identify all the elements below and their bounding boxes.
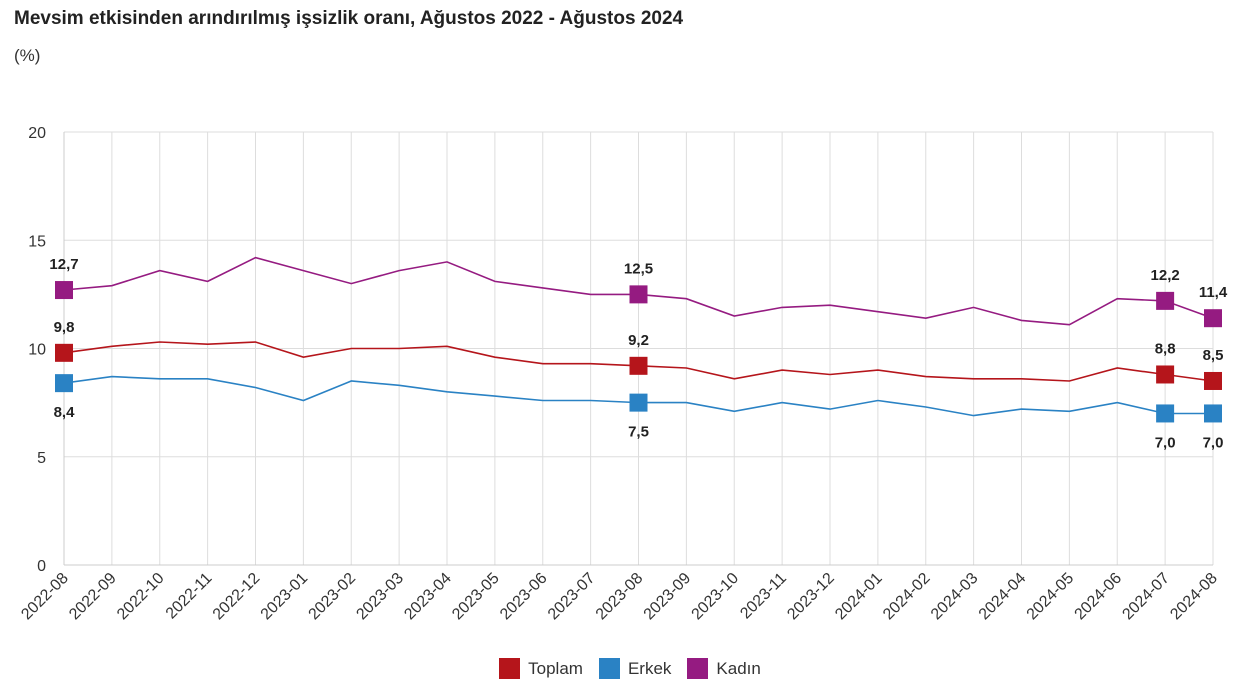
x-tick-label: 2023-05 <box>449 570 503 624</box>
point-marker <box>629 393 648 412</box>
point-marker <box>1204 371 1222 390</box>
x-tick-label: 2023-02 <box>306 570 360 624</box>
point-marker <box>1156 404 1175 423</box>
data-label: 12,5 <box>624 260 653 277</box>
y-axis: 0 5 10 15 20 <box>28 125 46 575</box>
point-marker <box>1204 404 1222 423</box>
legend-swatch <box>687 658 709 679</box>
data-label: 7,5 <box>628 424 649 441</box>
x-tick-label: 2022-10 <box>114 570 168 624</box>
data-labels: 9,8 9,2 8,8 8,5 8,4 7,5 7,0 7,0 12,7 12,5 12,2 11,4 <box>49 256 1227 451</box>
data-label: 9,8 <box>54 319 75 336</box>
x-tick-label: 2022-12 <box>210 570 264 624</box>
point-marker <box>1156 291 1175 310</box>
x-tick-label: 2024-07 <box>1119 570 1173 624</box>
legend-item-kadın[interactable]: Kadın <box>687 658 761 679</box>
y-tick-label: 0 <box>37 558 46 575</box>
data-label: 11,4 <box>1199 284 1228 301</box>
chart-subtitle: (%) <box>14 46 41 65</box>
x-tick-label: 2024-03 <box>928 570 982 624</box>
legend: Toplam Erkek Kadın <box>0 658 1260 679</box>
series-markers <box>55 281 1222 423</box>
point-marker <box>55 343 73 362</box>
legend-label: Erkek <box>627 658 672 678</box>
point-marker <box>629 356 648 375</box>
point-marker <box>1156 365 1175 384</box>
y-tick-label: 10 <box>28 342 46 359</box>
data-label: 12,2 <box>1151 267 1180 284</box>
x-tick-label: 2024-06 <box>1072 570 1126 624</box>
legend-item-erkek[interactable]: Erkek <box>598 658 672 679</box>
x-tick-label: 2024-04 <box>976 570 1030 624</box>
data-label: 8,8 <box>1155 340 1176 357</box>
legend-swatch <box>598 658 620 679</box>
y-tick-label: 15 <box>28 233 46 250</box>
data-label: 12,7 <box>49 256 78 273</box>
x-tick-label: 2023-06 <box>497 570 551 624</box>
x-tick-label: 2023-12 <box>784 570 838 624</box>
grid <box>63 131 1214 566</box>
y-tick-label: 20 <box>28 125 46 142</box>
data-label: 8,4 <box>54 404 76 421</box>
data-label: 7,0 <box>1203 434 1224 451</box>
x-tick-label: 2024-08 <box>1167 570 1221 624</box>
point-marker <box>1204 309 1222 328</box>
x-tick-label: 2024-02 <box>880 570 934 624</box>
x-tick-label: 2023-01 <box>258 570 312 624</box>
legend-label: Kadın <box>716 658 761 678</box>
x-tick-label: 2024-05 <box>1024 570 1078 624</box>
x-tick-label: 2023-09 <box>641 570 695 624</box>
legend-label: Toplam <box>528 658 583 678</box>
x-tick-label: 2023-03 <box>353 570 407 624</box>
x-tick-label: 2022-08 <box>18 570 72 624</box>
point-marker <box>629 285 648 304</box>
data-label: 9,2 <box>628 332 649 349</box>
x-tick-label: 2023-11 <box>737 570 790 623</box>
data-label: 8,5 <box>1203 347 1224 364</box>
x-tick-label: 2023-07 <box>545 570 599 624</box>
legend-item-toplam[interactable]: Toplam <box>499 658 583 679</box>
data-label: 7,0 <box>1155 434 1176 451</box>
x-tick-label: 2023-04 <box>401 570 455 624</box>
x-tick-label: 2023-08 <box>593 570 647 624</box>
chart-title: Mevsim etkisinden arındırılmış işsizlik … <box>14 8 684 29</box>
x-tick-label: 2022-11 <box>163 570 216 623</box>
x-tick-label: 2024-01 <box>832 570 886 624</box>
x-axis: 2022-082022-092022-102022-112022-122023-… <box>18 570 1221 624</box>
y-tick-label: 5 <box>37 450 46 467</box>
point-marker <box>55 281 73 300</box>
x-tick-label: 2022-09 <box>66 570 120 624</box>
point-marker <box>55 374 73 393</box>
legend-swatch <box>499 658 521 679</box>
x-tick-label: 2023-10 <box>689 570 743 624</box>
